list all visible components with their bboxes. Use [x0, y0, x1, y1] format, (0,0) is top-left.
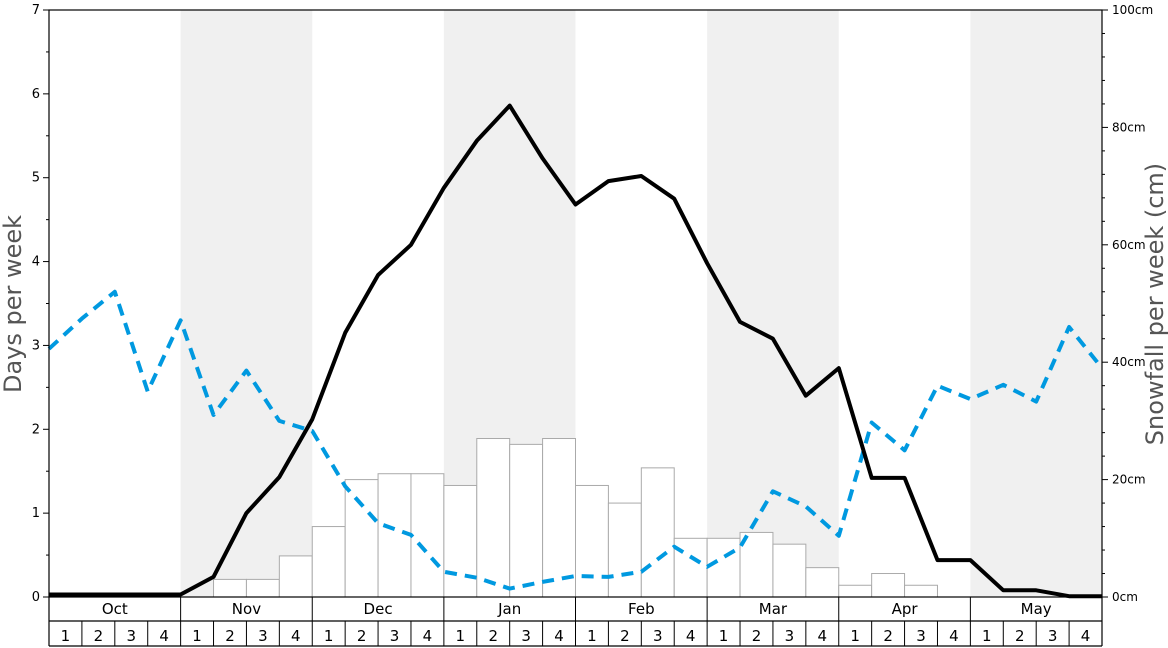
month-label: Feb [628, 600, 655, 618]
right-tick-label: 40cm [1112, 355, 1146, 369]
left-tick-label: 7 [32, 3, 40, 18]
snowfall-bar [673, 537, 708, 598]
week-label: 2 [225, 627, 235, 645]
snowfall-bar [772, 543, 807, 598]
snowfall-bar [509, 443, 544, 598]
month-bands [180, 10, 1102, 597]
week-label: 2 [1015, 627, 1025, 645]
snowfall-bar [871, 573, 906, 598]
right-tick-label: 0cm [1112, 590, 1138, 604]
snowfall-bar [476, 438, 511, 598]
snowfall-bar [213, 578, 247, 598]
month-label: Mar [759, 600, 788, 618]
snowfall-bar [278, 555, 313, 598]
left-tick-label: 0 [32, 590, 40, 605]
week-label: 2 [488, 627, 498, 645]
week-label: 2 [883, 627, 893, 645]
week-label: 3 [126, 627, 136, 645]
week-label: 2 [94, 627, 104, 645]
snowfall-bar [344, 479, 379, 598]
right-tick-label: 80cm [1112, 120, 1146, 134]
week-label: 3 [916, 627, 926, 645]
week-label: 4 [949, 627, 959, 645]
week-label: 1 [982, 627, 992, 645]
snowfall-bar [377, 473, 412, 598]
snowfall-bar [443, 484, 478, 598]
month-label: May [1021, 600, 1052, 618]
month-label: Oct [102, 600, 128, 618]
snowfall-bar [805, 567, 840, 598]
week-label: 2 [357, 627, 367, 645]
snowfall-bar [410, 473, 445, 598]
right-tick-label: 100cm [1112, 3, 1153, 17]
axis-labels: Days per week Snowfall per week (cm) [0, 163, 1168, 445]
week-label: 4 [686, 627, 696, 645]
week-label: 1 [850, 627, 860, 645]
week-label: 1 [324, 627, 334, 645]
left-tick-label: 2 [32, 422, 40, 437]
series-lines [47, 103, 1104, 599]
left-tick-label: 3 [32, 338, 40, 353]
week-label: 4 [159, 627, 169, 645]
week-label: 1 [587, 627, 597, 645]
month-band [180, 10, 313, 597]
snowfall-bars [213, 438, 938, 598]
month-label: Nov [232, 600, 261, 618]
snowfall-bar [542, 438, 576, 598]
snowfall-bar [739, 531, 774, 598]
week-label: 3 [1048, 627, 1058, 645]
week-label: 4 [291, 627, 301, 645]
snowfall-bar [607, 502, 642, 598]
left-tick-label: 6 [32, 87, 40, 102]
snowfall-bar [706, 537, 741, 598]
week-label: 1 [61, 627, 71, 645]
right-axis-label: Snowfall per week (cm) [1141, 163, 1168, 445]
month-band [707, 10, 839, 597]
week-label: 1 [192, 627, 202, 645]
snowfall-bar [640, 467, 675, 598]
snowfall-bar [575, 484, 609, 598]
snowfall-bar [311, 526, 346, 598]
week-label: 3 [258, 627, 268, 645]
week-label: 4 [1081, 627, 1091, 645]
week-label: 4 [423, 627, 433, 645]
week-label: 1 [456, 627, 466, 645]
left-tick-label: 5 [32, 171, 40, 186]
week-label: 3 [785, 627, 795, 645]
left-tick-label: 1 [32, 506, 40, 521]
week-label: 4 [554, 627, 564, 645]
right-tick-label: 60cm [1112, 238, 1146, 252]
week-label: 3 [521, 627, 531, 645]
month-label: Jan [497, 600, 521, 618]
right-tick-label: 20cm [1112, 473, 1146, 487]
week-label: 2 [752, 627, 762, 645]
left-axis-label: Days per week [0, 215, 27, 393]
week-label: 3 [390, 627, 400, 645]
week-label: 2 [620, 627, 630, 645]
week-label: 4 [818, 627, 828, 645]
month-band [970, 10, 1102, 597]
week-label: 3 [653, 627, 663, 645]
month-label: Dec [364, 600, 393, 618]
month-label: Apr [892, 600, 919, 618]
week-label: 1 [719, 627, 729, 645]
snowfall-bar [838, 584, 873, 598]
left-tick-label: 4 [32, 255, 40, 270]
dashed-series-line [47, 289, 1104, 591]
solid-series-line [49, 103, 1102, 599]
snowfall-bar [904, 584, 938, 598]
snowfall-bar [245, 578, 280, 598]
axes: 0 1 2 3 4 5 6 7 0cm 20cm 40cm 60cm 80cm 100cm Oct 1 2 3 4 N… [32, 3, 1153, 647]
